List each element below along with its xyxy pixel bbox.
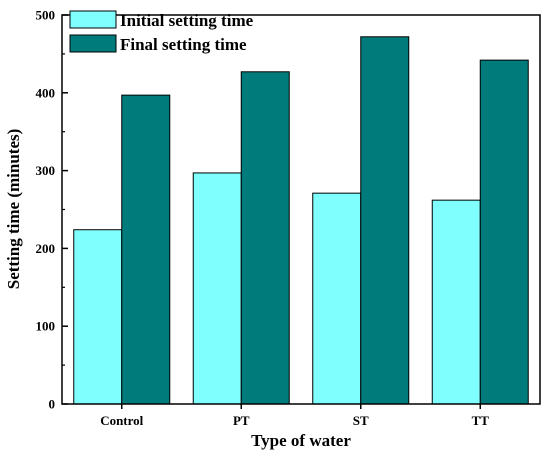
bar-final-control <box>121 94 171 405</box>
y-tick-label: 400 <box>36 85 56 100</box>
legend: Initial setting time Final setting time <box>69 10 254 54</box>
bars-group <box>73 36 529 405</box>
x-axis-title: Type of water <box>251 431 351 450</box>
bar-initial-pt <box>192 172 242 405</box>
bar-initial-st <box>312 192 362 405</box>
bar-final-pt <box>240 71 290 405</box>
y-tick-label: 500 <box>36 8 56 23</box>
x-axis: Control PT ST TT <box>100 404 489 428</box>
y-tick-label: 200 <box>36 241 56 256</box>
bar-initial-tt <box>431 199 481 405</box>
y-axis: 0 100 200 300 400 500 <box>36 8 68 412</box>
legend-swatch-final <box>69 34 117 53</box>
bar-initial-control <box>73 229 123 405</box>
bar-final-st <box>360 36 410 405</box>
y-tick-label: 100 <box>36 319 56 334</box>
legend-label-initial: Initial setting time <box>120 11 254 30</box>
x-tick-label-pt: PT <box>233 413 250 428</box>
legend-label-final: Final setting time <box>120 35 247 54</box>
x-tick-label-control: Control <box>100 413 143 428</box>
x-tick-label-st: ST <box>353 413 369 428</box>
x-tick-label-tt: TT <box>472 413 490 428</box>
y-tick-label: 300 <box>36 163 56 178</box>
y-axis-title: Setting time (minutes) <box>4 129 23 290</box>
bar-final-tt <box>479 59 529 405</box>
y-tick-label: 0 <box>49 397 56 412</box>
legend-swatch-initial <box>69 10 117 29</box>
